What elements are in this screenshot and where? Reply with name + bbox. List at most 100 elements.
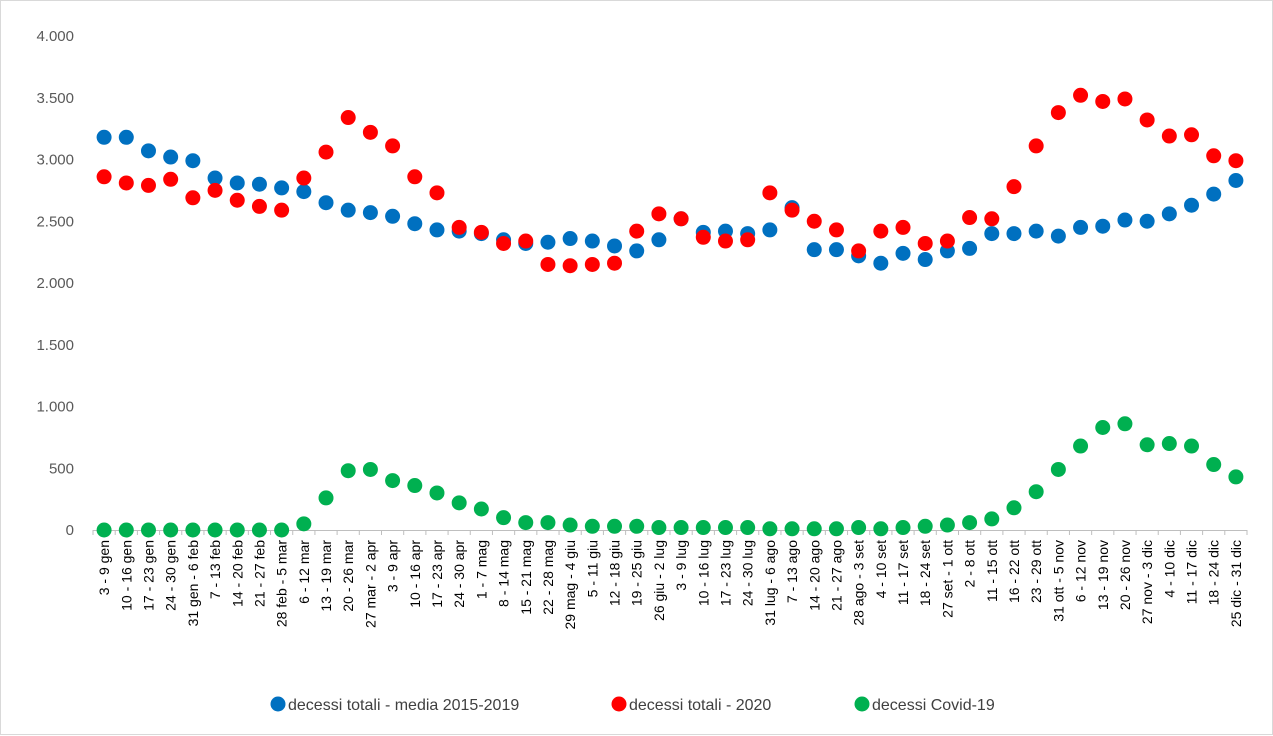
data-point	[473, 501, 489, 517]
y-tick-label: 0	[66, 522, 74, 539]
data-point	[96, 169, 112, 185]
data-point	[895, 219, 911, 235]
data-point	[518, 515, 534, 531]
data-point	[828, 521, 844, 537]
x-tick-label: 10 - 16 apr	[407, 540, 423, 608]
x-tick-label: 17 - 23 apr	[429, 540, 445, 608]
data-point	[851, 243, 867, 259]
y-tick-label: 4.000	[36, 28, 74, 45]
x-tick-label: 10 - 16 gen	[118, 540, 134, 611]
data-point	[296, 184, 312, 200]
data-point	[962, 240, 978, 256]
data-point	[140, 522, 156, 538]
data-point	[1117, 416, 1133, 432]
data-point	[1050, 105, 1066, 121]
data-point	[917, 235, 933, 251]
data-point	[540, 256, 556, 272]
data-point	[185, 190, 201, 206]
data-point	[1006, 226, 1022, 242]
data-point	[1139, 213, 1155, 229]
data-point	[340, 463, 356, 479]
x-axis: 3 - 9 gen 10 - 16 gen 17 - 23 gen 24 - 30 g…	[92, 530, 1248, 630]
data-point	[651, 206, 667, 222]
legend-marker	[611, 696, 627, 712]
x-tick-label: 7 - 13 ago	[784, 540, 800, 603]
data-point	[740, 232, 756, 248]
x-tick-label: 2 - 8 ott	[962, 540, 978, 588]
x-tick-label: 18 - 24 set	[917, 540, 933, 606]
data-point	[429, 185, 445, 201]
x-tick-label: 26 giu - 2 lug	[651, 540, 667, 621]
legend-item: decessi totali - 2020	[611, 696, 771, 714]
data-point	[185, 522, 201, 538]
data-point	[163, 171, 179, 187]
x-tick-label: 11 - 15 ott	[984, 540, 1000, 602]
data-point	[1028, 484, 1044, 500]
data-point	[873, 255, 889, 271]
data-point	[673, 211, 689, 227]
data-point	[96, 129, 112, 145]
data-point	[717, 520, 733, 536]
data-point	[1184, 197, 1200, 213]
data-point	[229, 192, 245, 208]
data-point	[1228, 469, 1244, 485]
data-point	[118, 522, 134, 538]
data-point	[784, 521, 800, 537]
data-point	[651, 520, 667, 536]
data-point	[429, 222, 445, 238]
y-tick-label: 500	[49, 460, 74, 477]
data-point	[96, 522, 112, 538]
data-point	[784, 202, 800, 218]
y-tick-label: 3.000	[36, 152, 74, 169]
data-point	[939, 233, 955, 249]
data-point	[629, 518, 645, 534]
x-tick-label: 10 - 16 lug	[695, 540, 711, 606]
data-point	[629, 223, 645, 239]
data-point	[584, 518, 600, 534]
data-point	[274, 522, 290, 538]
x-tick-label: 24 - 30 lug	[740, 540, 756, 606]
x-tick-label: 16 - 22 ott	[1006, 540, 1022, 603]
x-tick-label: 15 - 21 mag	[518, 540, 534, 615]
x-tick-label: 12 - 18 giu	[607, 540, 623, 606]
data-point	[362, 205, 378, 221]
data-point	[828, 222, 844, 238]
legend-item: decessi Covid-19	[854, 696, 995, 714]
x-tick-label: 22 - 28 mag	[540, 540, 556, 615]
data-point	[251, 198, 267, 214]
x-tick-label: 27 nov - 3 dic	[1139, 540, 1155, 624]
data-point	[362, 461, 378, 477]
legend-label: decessi totali - 2020	[629, 697, 771, 714]
data-points	[96, 87, 1244, 538]
data-point	[651, 232, 667, 248]
data-point	[584, 233, 600, 249]
data-point	[1117, 91, 1133, 107]
data-point	[962, 515, 978, 531]
x-tick-label: 28 ago - 3 set	[851, 540, 867, 626]
x-tick-label: 14 - 20 ago	[806, 540, 822, 611]
data-point	[229, 175, 245, 191]
data-point	[695, 520, 711, 536]
data-point	[473, 224, 489, 240]
data-point	[229, 522, 245, 538]
data-point	[1139, 437, 1155, 453]
x-tick-label: 20 - 26 nov	[1117, 540, 1133, 610]
data-point	[1161, 206, 1177, 222]
series-2	[96, 87, 1244, 274]
x-tick-label: 24 - 30 apr	[451, 540, 467, 608]
legend-label: decessi totali - media 2015-2019	[288, 697, 519, 714]
data-point	[163, 149, 179, 165]
y-tick-label: 2.000	[36, 275, 74, 292]
data-point	[984, 226, 1000, 242]
x-tick-label: 31 gen - 6 feb	[185, 540, 201, 627]
data-point	[407, 169, 423, 185]
x-tick-label: 6 - 12 mar	[296, 540, 312, 604]
data-point	[895, 520, 911, 536]
x-tick-label: 1 - 7 mag	[473, 540, 489, 599]
legend: decessi totali - media 2015-2019 decessi …	[270, 696, 995, 714]
data-point	[451, 219, 467, 235]
y-tick-label: 2.500	[36, 213, 74, 230]
data-point	[1206, 186, 1222, 202]
data-point	[251, 176, 267, 192]
